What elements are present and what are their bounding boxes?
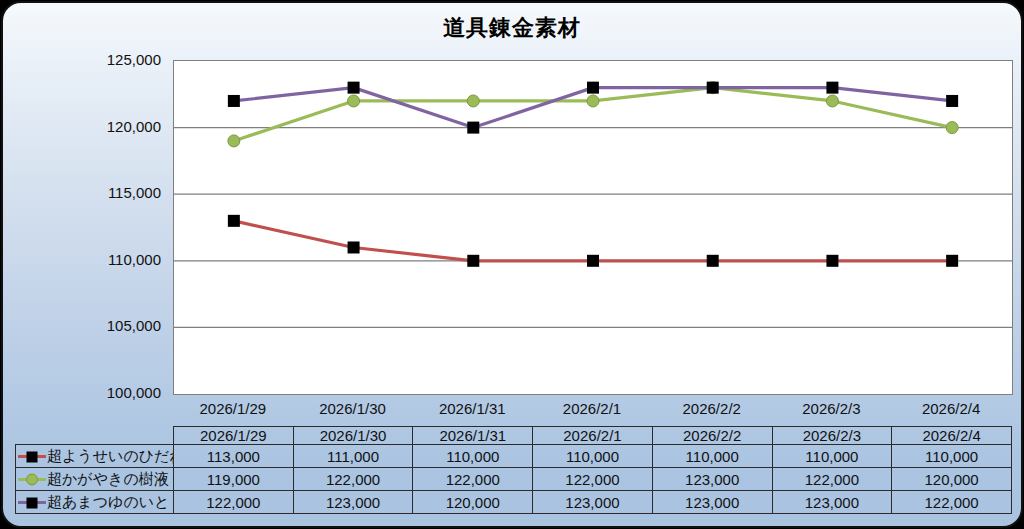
x-tick-label: 2026/2/3 <box>772 400 892 417</box>
table-value-cell: 123,000 <box>293 491 413 514</box>
legend-square-marker-icon <box>18 496 46 509</box>
x-tick-label: 2026/2/2 <box>652 400 772 417</box>
data-point-marker <box>467 122 479 134</box>
chart-panel: 道具錬金素材 100,000 105,000 110,000 115,000 120,0… <box>1 1 1023 528</box>
table-value-cell: 123,000 <box>652 491 772 514</box>
table-value-cell: 110,000 <box>533 445 653 468</box>
data-point-marker <box>707 255 719 267</box>
legend-cell-2: 超あまつゆのいと <box>16 491 174 514</box>
table-date-header: 2026/1/31 <box>413 427 533 445</box>
x-tick-label: 2026/1/31 <box>412 400 532 417</box>
table-series-row: 超あまつゆのいと122,000123,000120,000123,000123,… <box>16 491 1012 514</box>
y-tick-label: 100,000 <box>61 384 161 401</box>
table-corner-cell <box>16 427 174 445</box>
legend-cell-1: 超かがやきの樹液 <box>16 468 174 491</box>
table-value-cell: 122,000 <box>533 468 653 491</box>
table-value-cell: 110,000 <box>772 445 892 468</box>
table-value-cell: 122,000 <box>892 491 1012 514</box>
table-value-cell: 110,000 <box>892 445 1012 468</box>
table-date-header: 2026/1/30 <box>293 427 413 445</box>
data-point-marker <box>707 82 719 94</box>
data-point-marker <box>348 95 360 107</box>
data-point-marker <box>587 255 599 267</box>
table-value-cell: 113,000 <box>174 445 294 468</box>
series-name-label: 超ようせいのひだね <box>47 447 174 466</box>
x-tick-label: 2026/2/4 <box>891 400 1011 417</box>
data-point-marker <box>228 95 240 107</box>
data-point-marker <box>228 135 240 147</box>
x-tick-label: 2026/1/30 <box>293 400 413 417</box>
data-point-marker <box>587 95 599 107</box>
data-point-marker <box>946 95 958 107</box>
table-value-cell: 122,000 <box>413 468 533 491</box>
y-tick-label: 115,000 <box>61 184 161 201</box>
table-date-header: 2026/2/2 <box>652 427 772 445</box>
series-name-label: 超かがやきの樹液 <box>47 470 169 489</box>
table-value-cell: 120,000 <box>413 491 533 514</box>
table-date-header: 2026/1/29 <box>174 427 294 445</box>
data-point-marker <box>826 255 838 267</box>
table-header-row: 2026/1/292026/1/302026/1/312026/2/12026/… <box>16 427 1012 445</box>
data-point-marker <box>826 95 838 107</box>
data-point-marker <box>946 122 958 134</box>
plot-area <box>173 60 1013 395</box>
legend-cell-0: 超ようせいのひだね <box>16 445 174 468</box>
data-point-marker <box>348 241 360 253</box>
table-value-cell: 122,000 <box>174 491 294 514</box>
data-point-marker <box>946 255 958 267</box>
y-tick-label: 125,000 <box>61 51 161 68</box>
table-value-cell: 120,000 <box>892 468 1012 491</box>
data-point-marker <box>228 215 240 227</box>
table-value-cell: 123,000 <box>652 468 772 491</box>
table-value-cell: 122,000 <box>293 468 413 491</box>
table-series-row: 超ようせいのひだね113,000111,000110,000110,000110… <box>16 445 1012 468</box>
table-value-cell: 111,000 <box>293 445 413 468</box>
data-point-marker <box>826 82 838 94</box>
table-value-cell: 123,000 <box>533 491 653 514</box>
table-value-cell: 110,000 <box>652 445 772 468</box>
line-chart <box>174 61 1012 394</box>
table-value-cell: 110,000 <box>413 445 533 468</box>
data-point-marker <box>467 95 479 107</box>
legend-square-marker-icon <box>18 450 46 463</box>
table-date-header: 2026/2/3 <box>772 427 892 445</box>
table-series-row: 超かがやきの樹液119,000122,000122,000122,000123,… <box>16 468 1012 491</box>
x-tick-label: 2026/2/1 <box>532 400 652 417</box>
data-point-marker <box>348 82 360 94</box>
legend-circle-marker-icon <box>18 473 46 486</box>
table-value-cell: 123,000 <box>772 491 892 514</box>
data-table: 2026/1/292026/1/302026/1/312026/2/12026/… <box>15 426 1012 514</box>
y-tick-label: 110,000 <box>61 251 161 268</box>
data-point-marker <box>467 255 479 267</box>
table-date-header: 2026/2/4 <box>892 427 1012 445</box>
data-point-marker <box>587 82 599 94</box>
table-date-header: 2026/2/1 <box>533 427 653 445</box>
y-tick-label: 120,000 <box>61 118 161 135</box>
x-tick-label: 2026/1/29 <box>173 400 293 417</box>
chart-title: 道具錬金素材 <box>3 13 1021 43</box>
table-value-cell: 122,000 <box>772 468 892 491</box>
y-tick-label: 105,000 <box>61 317 161 334</box>
series-name-label: 超あまつゆのいと <box>47 493 169 512</box>
table-value-cell: 119,000 <box>174 468 294 491</box>
